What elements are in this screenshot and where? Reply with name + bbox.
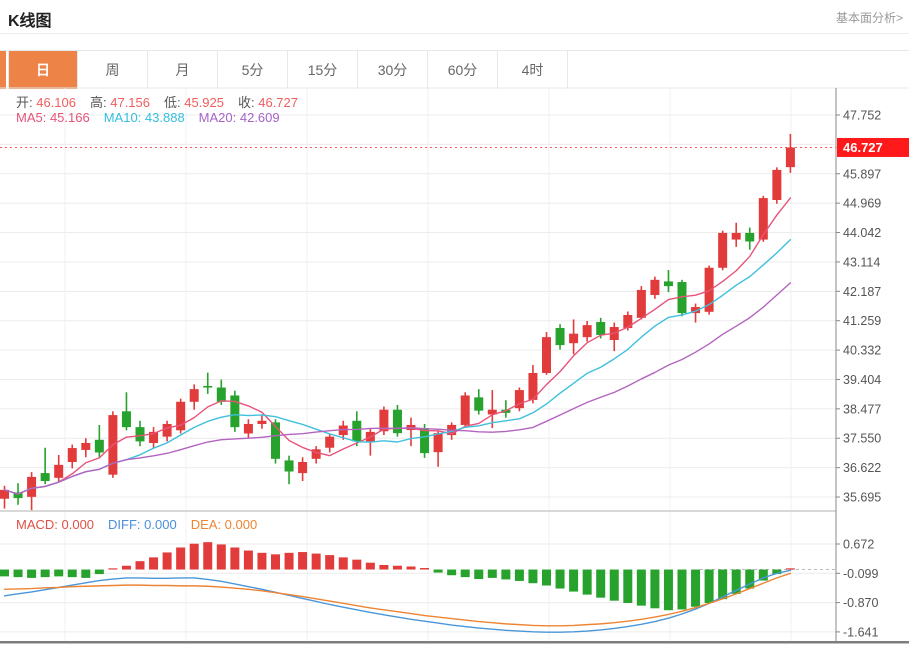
info-segment: 收: 46.727 (238, 95, 298, 110)
y-axis-label: 47.752 (843, 109, 881, 123)
tab-period-月[interactable]: 月 (148, 51, 218, 89)
info-segment: 低: 45.925 (164, 95, 224, 110)
y-axis-label: 39.404 (843, 373, 881, 387)
tab-period-15分[interactable]: 15分 (288, 51, 358, 89)
ma-info-row: MA5: 45.166 MA10: 43.888 MA20: 42.609 (16, 110, 294, 125)
y-axis-label: 43.114 (843, 255, 880, 269)
y-axis-label: -0.870 (843, 596, 878, 610)
y-axis-label: 42.187 (843, 285, 881, 299)
tab-period-60分[interactable]: 60分 (428, 51, 498, 89)
y-axis-label: 38.477 (843, 402, 881, 416)
fundamental-analysis-link[interactable]: 基本面分析> (835, 11, 903, 25)
tab-period-周[interactable]: 周 (78, 51, 148, 89)
y-axis-label: 45.897 (843, 167, 881, 181)
info-segment: MACD: 0.000 (16, 517, 95, 532)
page-header: K线图 基本面分析> (0, 0, 909, 34)
y-axis-label: 40.332 (843, 344, 881, 358)
y-axis-label: -1.641 (843, 625, 878, 639)
info-segment: MA5: 45.166 (16, 110, 90, 125)
current-price-tag (837, 137, 909, 157)
info-segment: 开: 46.106 (16, 95, 76, 110)
y-axis-label: 44.042 (843, 226, 881, 240)
y-axis-label: 44.969 (843, 197, 881, 211)
info-segment: DEA: 0.000 (190, 517, 258, 532)
tab-period-30分[interactable]: 30分 (358, 51, 428, 89)
info-segment: MA20: 42.609 (198, 110, 280, 125)
tab-period-4时[interactable]: 4时 (498, 51, 568, 89)
info-segment: DIFF: 0.000 (108, 517, 177, 532)
y-axis-label: 36.622 (843, 461, 881, 475)
tab-bar-accent-edge (0, 51, 6, 89)
info-segment: 高: 47.156 (90, 95, 150, 110)
tab-period-5分[interactable]: 5分 (218, 51, 288, 89)
y-axis-label: 41.259 (843, 314, 881, 328)
tab-period-日[interactable]: 日 (8, 51, 78, 89)
period-tab-bar: 日周月 5分 15分 30分 60分 4时 (0, 50, 909, 89)
current-price-tag-value: 46.727 (843, 140, 883, 155)
y-axis-label: 0.672 (843, 538, 874, 552)
macd-info-row: MACD: 0.000 DIFF: 0.000 DEA: 0.000 (16, 517, 271, 532)
page-title: K线图 (8, 13, 52, 30)
info-segment: MA10: 43.888 (103, 110, 185, 125)
ohlc-info-row: 开: 46.106 高: 47.156 低: 45.925 收: 46.727 (16, 92, 312, 111)
y-axis-label: 35.695 (843, 491, 881, 505)
y-axis-label: 37.550 (843, 432, 881, 446)
y-axis-label: -0.099 (843, 567, 878, 581)
